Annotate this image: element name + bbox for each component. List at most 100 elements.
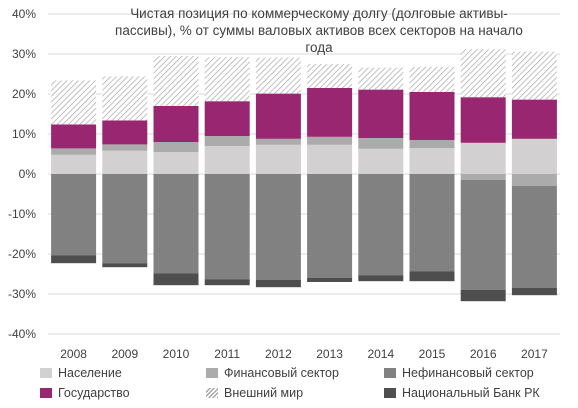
legend-swatch-national-bank — [384, 388, 396, 398]
bar-segment — [204, 136, 250, 146]
bars — [51, 49, 557, 302]
y-tick-label: -30% — [8, 287, 36, 301]
bar-segment — [460, 49, 506, 98]
legend-label-financial-sector: Финансовый сектор — [224, 366, 339, 380]
bar-segment — [358, 275, 404, 282]
x-tick-label: 2015 — [419, 347, 446, 361]
legend-swatch-nonfinancial-sector — [384, 368, 396, 378]
bar-segment — [358, 138, 404, 149]
bar-segment — [204, 174, 250, 280]
legend-swatch-government — [40, 388, 52, 398]
bar-segment — [409, 148, 455, 174]
bar-segment — [51, 80, 97, 125]
legend: Население Финансовый сектор Нефинансовый… — [0, 364, 578, 408]
x-tick-label: 2012 — [265, 347, 292, 361]
legend-item-rest-of-world: Внешний мир — [206, 386, 303, 400]
legend-swatch-financial-sector — [206, 368, 218, 378]
x-tick-label: 2011 — [214, 347, 240, 361]
y-tick-label: 20% — [12, 87, 36, 101]
bar-segment — [358, 148, 404, 174]
bar-segment — [460, 180, 506, 290]
x-tick-label: 2014 — [367, 347, 394, 361]
x-tick-label: 2010 — [163, 347, 190, 361]
bar-segment — [307, 88, 353, 137]
legend-item-financial-sector: Финансовый сектор — [206, 366, 339, 380]
legend-label-nonfinancial-sector: Нефинансовый сектор — [402, 366, 534, 380]
x-tick-label: 2016 — [470, 347, 497, 361]
x-tick-label: 2013 — [316, 347, 343, 361]
bar-segment — [153, 174, 199, 274]
legend-item-population: Население — [40, 366, 122, 380]
y-tick-label: -40% — [8, 327, 36, 341]
x-tick-label: 2017 — [521, 347, 548, 361]
legend-label-population: Население — [58, 366, 122, 380]
bar-segment — [153, 106, 199, 142]
bar-segment — [204, 101, 250, 136]
bar-segment — [102, 120, 148, 145]
bar-segment — [358, 89, 404, 138]
bar-segment — [511, 186, 557, 288]
bar-segment — [51, 174, 97, 256]
bar-segment — [255, 280, 301, 288]
bar-segment — [409, 92, 455, 140]
bar-segment — [307, 136, 353, 145]
bar-segment — [51, 154, 97, 174]
bar-segment — [460, 290, 506, 302]
bar-segment — [153, 152, 199, 174]
bar-segment — [255, 93, 301, 139]
legend-label-rest-of-world: Внешний мир — [224, 386, 304, 400]
bar-segment — [307, 174, 353, 278]
bar-segment — [307, 64, 353, 88]
bar-segment — [102, 174, 148, 264]
y-tick-label: -10% — [8, 207, 36, 221]
bar-segment — [511, 288, 557, 296]
bar-segment — [460, 174, 506, 180]
bar-segment — [51, 148, 97, 155]
y-axis: -40% -30% -20% -10% 0% 10% 20% 30% 40% — [8, 7, 36, 341]
bar-segment — [460, 142, 506, 174]
bar-segment — [51, 124, 97, 149]
bar-segment — [409, 271, 455, 282]
bar-segment — [307, 144, 353, 174]
y-tick-label: 0% — [19, 167, 37, 181]
legend-item-government: Государство — [40, 386, 130, 400]
bar-segment — [511, 51, 557, 100]
bar-segment — [460, 97, 506, 143]
legend-item-nonfinancial-sector: Нефинансовый сектор — [384, 366, 534, 380]
bar-segment — [255, 174, 301, 280]
bar-segment — [307, 278, 353, 282]
bar-segment — [153, 273, 199, 286]
bar-segment — [358, 174, 404, 276]
bar-segment — [204, 279, 250, 286]
y-tick-label: -20% — [8, 247, 36, 261]
bar-segment — [511, 99, 557, 139]
chart-title: Чистая позиция по коммерческому долгу (д… — [115, 6, 523, 55]
bar-segment — [102, 76, 148, 121]
bar-segment — [255, 144, 301, 174]
legend-swatch-population — [40, 368, 52, 378]
legend-label-national-bank: Национальный Банк РК — [402, 386, 540, 400]
bar-segment — [204, 57, 250, 102]
x-tick-label: 2009 — [111, 347, 138, 361]
y-tick-label: 10% — [12, 127, 36, 141]
x-tick-label: 2008 — [60, 347, 87, 361]
bar-segment — [102, 150, 148, 174]
bar-segment — [511, 174, 557, 186]
bar-segment — [409, 174, 455, 272]
bar-segment — [255, 57, 301, 94]
bar-segment — [409, 66, 455, 92]
x-axis: 2008 2009 2010 2011 2012 2013 2014 2015 2016 2017 — [60, 347, 548, 361]
y-tick-label: 30% — [12, 47, 36, 61]
y-tick-label: 40% — [12, 7, 36, 21]
legend-swatch-rest-of-world — [206, 388, 218, 398]
bar-segment — [204, 146, 250, 174]
bar-segment — [102, 263, 148, 268]
bar-segment — [153, 56, 199, 106]
bar-segment — [511, 138, 557, 174]
bar-segment — [358, 67, 404, 90]
bar-segment — [102, 144, 148, 151]
bar-segment — [153, 142, 199, 152]
legend-item-national-bank: Национальный Банк РК — [384, 386, 540, 400]
bar-segment — [255, 138, 301, 145]
